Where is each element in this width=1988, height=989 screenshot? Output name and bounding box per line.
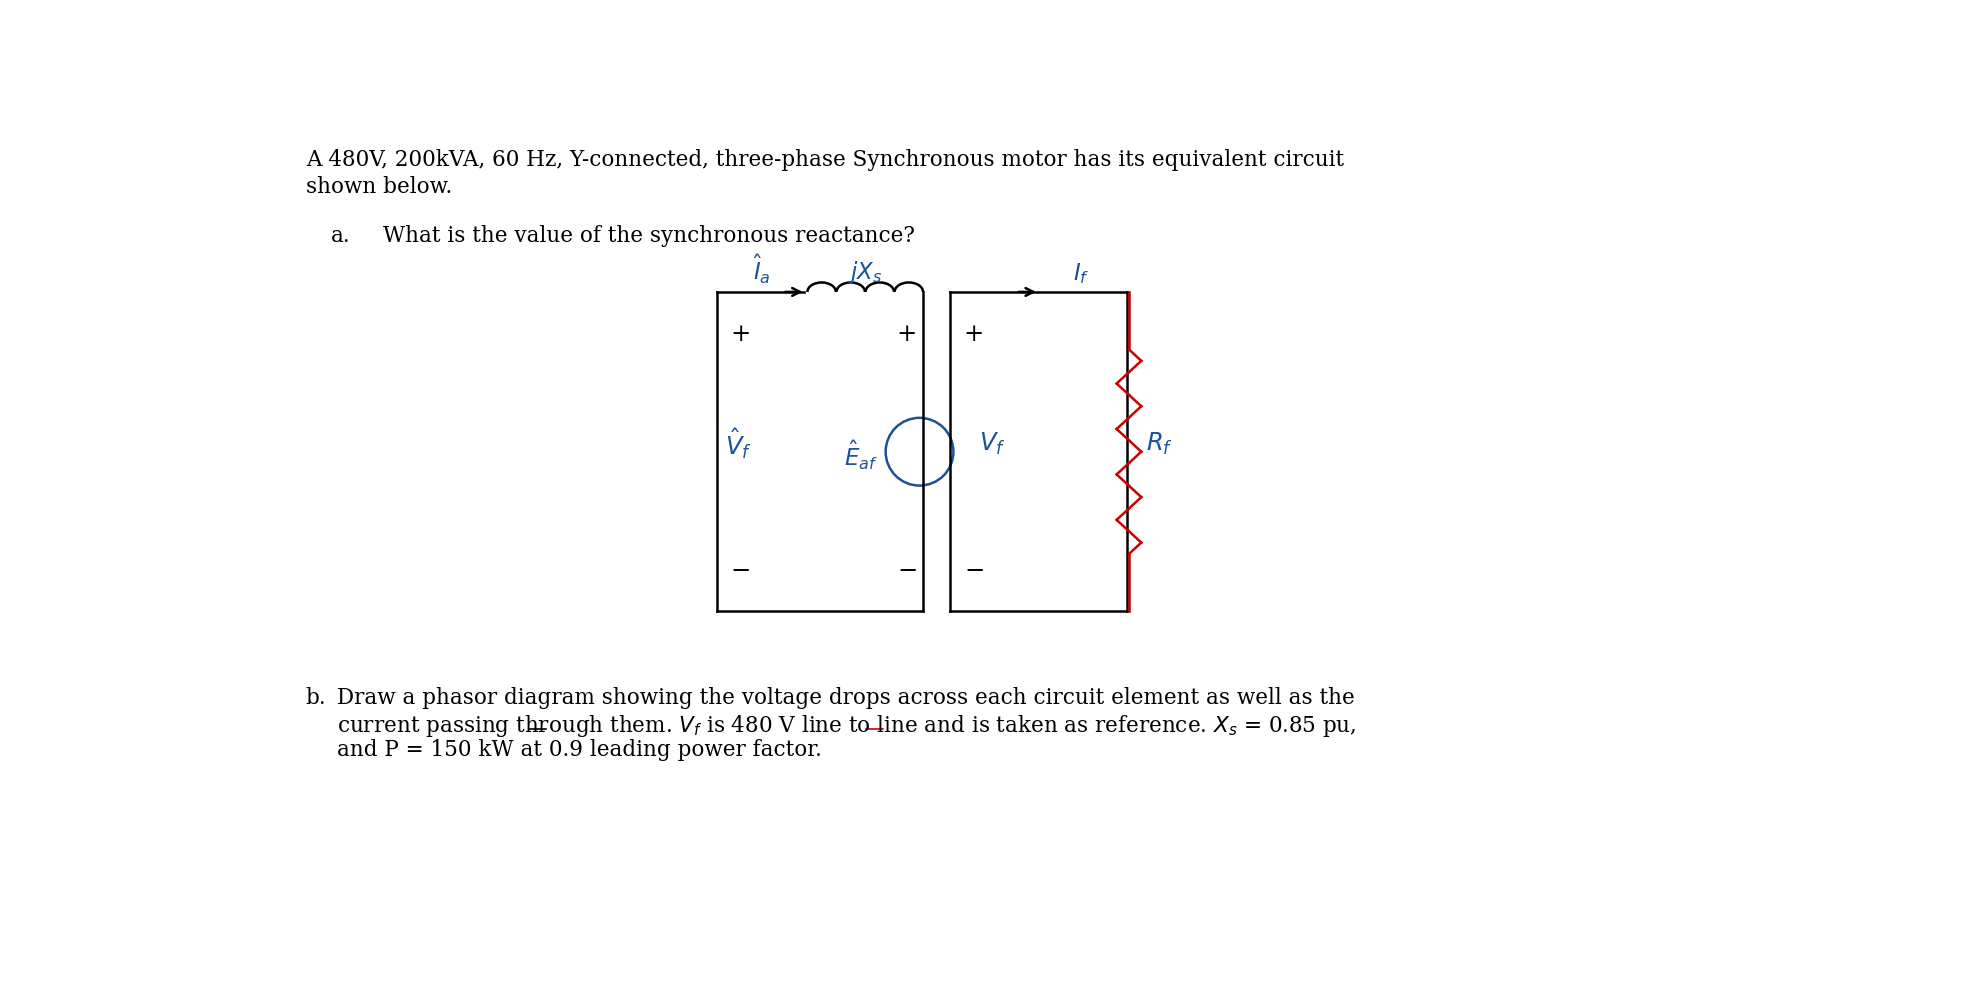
Text: current passing through them. $V_f$ is 480 V line to line and is taken as refere: current passing through them. $V_f$ is 4… <box>336 713 1356 739</box>
Text: and P = 150 kW at 0.9 leading power factor.: and P = 150 kW at 0.9 leading power fact… <box>336 740 821 762</box>
Text: $\hat{V}_f$: $\hat{V}_f$ <box>726 426 751 462</box>
Text: +: + <box>730 322 749 346</box>
Text: b.: b. <box>306 687 326 709</box>
Text: $-$: $-$ <box>897 558 916 581</box>
Text: $\hat{I}_a$: $\hat{I}_a$ <box>753 252 771 286</box>
Text: +: + <box>897 322 916 346</box>
Text: +: + <box>964 322 984 346</box>
Text: $-$: $-$ <box>964 558 984 581</box>
Text: A 480V, 200kVA, 60 Hz, Y-connected, three-phase Synchronous motor has its equiva: A 480V, 200kVA, 60 Hz, Y-connected, thre… <box>306 149 1344 171</box>
Text: What is the value of the synchronous reactance?: What is the value of the synchronous rea… <box>384 225 914 247</box>
Text: Draw a phasor diagram showing the voltage drops across each circuit element as w: Draw a phasor diagram showing the voltag… <box>336 687 1354 709</box>
Text: $R_f$: $R_f$ <box>1147 431 1173 457</box>
Text: $jX_s$: $jX_s$ <box>849 259 883 286</box>
Text: $-$: $-$ <box>730 558 749 581</box>
Text: a.: a. <box>330 225 350 247</box>
Text: $I_f$: $I_f$ <box>1074 261 1089 286</box>
Text: shown below.: shown below. <box>306 176 451 199</box>
Text: $\hat{E}_{af}$: $\hat{E}_{af}$ <box>843 439 879 472</box>
Text: $V_f$: $V_f$ <box>980 431 1006 457</box>
